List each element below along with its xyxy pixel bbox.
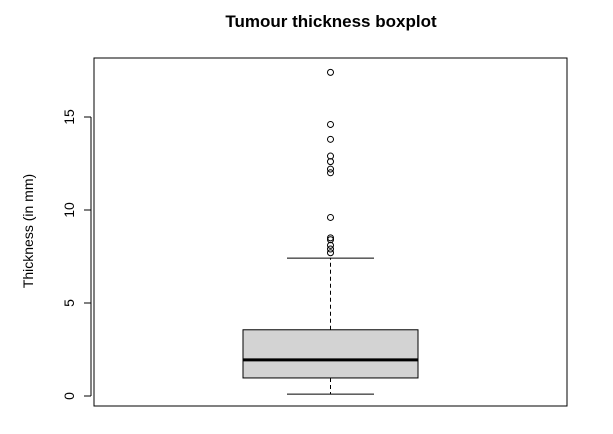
y-axis: 0 5 10 15	[61, 109, 92, 400]
outlier-point	[327, 152, 334, 160]
outlier-point	[327, 68, 334, 76]
chart-title: Tumour thickness boxplot	[225, 12, 437, 31]
outlier-point	[327, 165, 334, 173]
outlier-point	[327, 120, 334, 128]
outlier-point	[327, 236, 334, 244]
outlier-point	[327, 169, 334, 177]
iqr-box	[242, 329, 419, 379]
outlier-point	[327, 234, 334, 242]
y-tick-label: 10	[61, 202, 77, 218]
outlier-point	[327, 249, 334, 257]
outlier-point	[327, 245, 334, 253]
outlier-point	[327, 213, 334, 221]
y-axis-label: Thickness (in mm)	[20, 174, 36, 288]
plot-frame	[93, 57, 568, 407]
y-tick-label: 5	[61, 299, 77, 307]
outlier-point	[327, 135, 334, 143]
outliers	[327, 68, 334, 257]
y-tick-label: 15	[61, 109, 77, 125]
boxplot	[242, 257, 419, 395]
y-tick-label: 0	[61, 392, 77, 400]
